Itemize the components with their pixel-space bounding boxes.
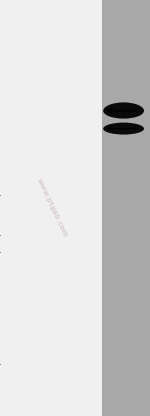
Text: www.ptgab.com: www.ptgab.com <box>36 178 69 238</box>
Ellipse shape <box>103 123 144 134</box>
Ellipse shape <box>103 102 144 119</box>
Bar <box>102 0 150 416</box>
